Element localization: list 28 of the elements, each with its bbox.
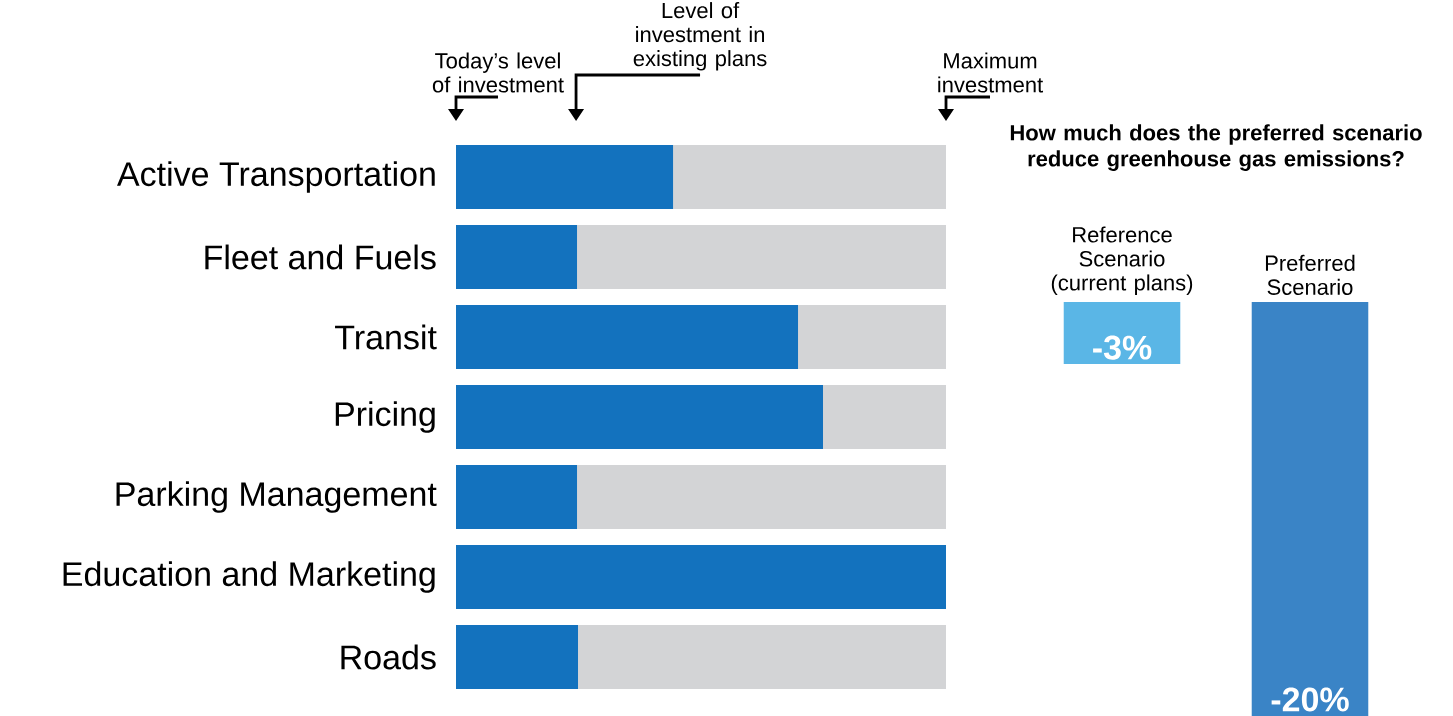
data-label: -3%	[1093, 335, 1152, 360]
bar	[823, 385, 946, 449]
x-tick-label: Preferred Scenario	[1265, 254, 1355, 295]
bar	[456, 225, 578, 289]
bar	[673, 145, 946, 209]
y-tick-label: Roads	[341, 644, 436, 670]
bar	[456, 385, 824, 449]
bar	[577, 465, 946, 529]
bar	[456, 624, 579, 689]
text: Today’s level of investment	[432, 52, 564, 93]
bar	[456, 465, 578, 529]
chart-title: How much does the preferred scenario reduce greenhouse gas emissions?	[1010, 124, 1422, 171]
y-tick-label: Transit	[335, 324, 437, 350]
y-tick-label: Pricing	[335, 401, 435, 433]
y-tick-label: Fleet and Fuels	[205, 244, 436, 270]
bar	[577, 225, 946, 289]
bar	[578, 624, 946, 689]
text: Level of investment in existing plans	[633, 2, 767, 71]
bar	[798, 304, 946, 369]
text: Maximum investment	[938, 52, 1044, 93]
y-tick-label: Parking Management	[116, 481, 437, 513]
x-tick-label: Reference Scenario (current plans)	[1051, 226, 1193, 295]
y-tick-label: Education and Marketing	[63, 561, 435, 593]
data-label: -20%	[1271, 687, 1349, 712]
bar	[456, 304, 799, 369]
bar	[456, 145, 674, 209]
bar	[456, 544, 946, 609]
y-tick-label: Active Transportation	[117, 161, 435, 193]
